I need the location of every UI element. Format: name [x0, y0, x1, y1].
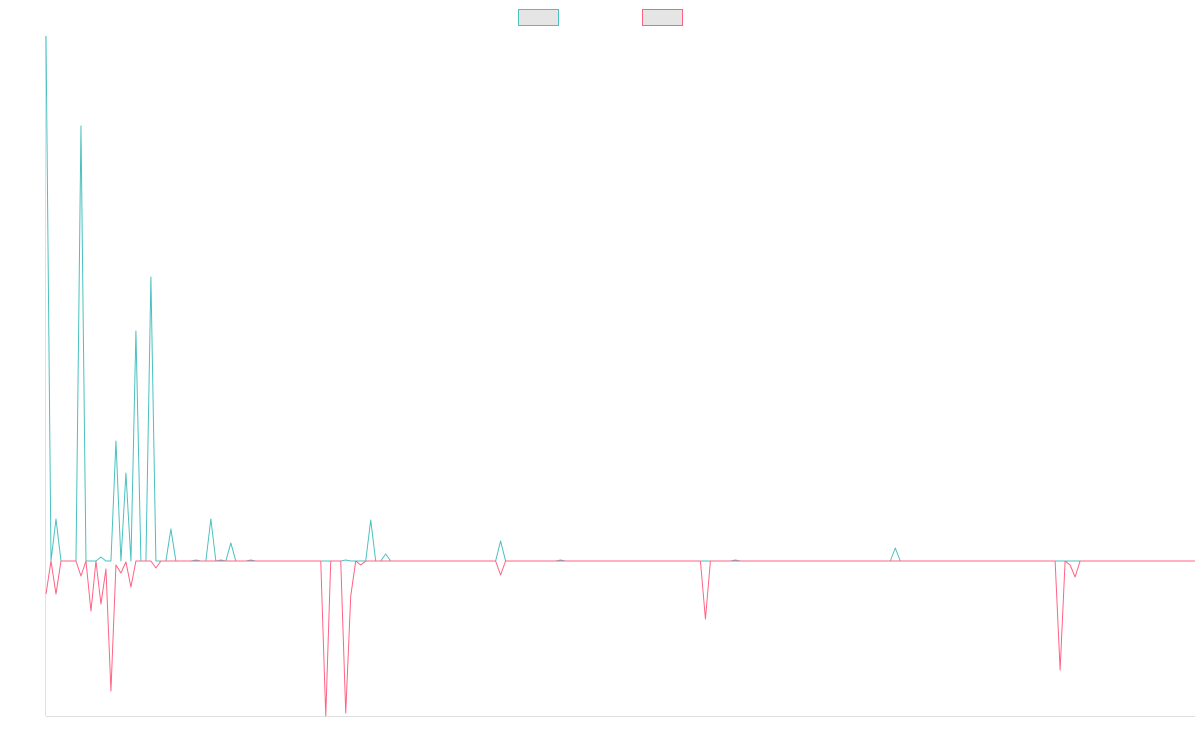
series-group: [45, 35, 1195, 717]
legend-swatch-1[interactable]: [518, 9, 559, 26]
series-line-2: [45, 560, 1195, 717]
series-line-1: [45, 35, 1195, 562]
legend-swatch-2[interactable]: [642, 9, 683, 26]
legend[interactable]: [518, 9, 683, 26]
